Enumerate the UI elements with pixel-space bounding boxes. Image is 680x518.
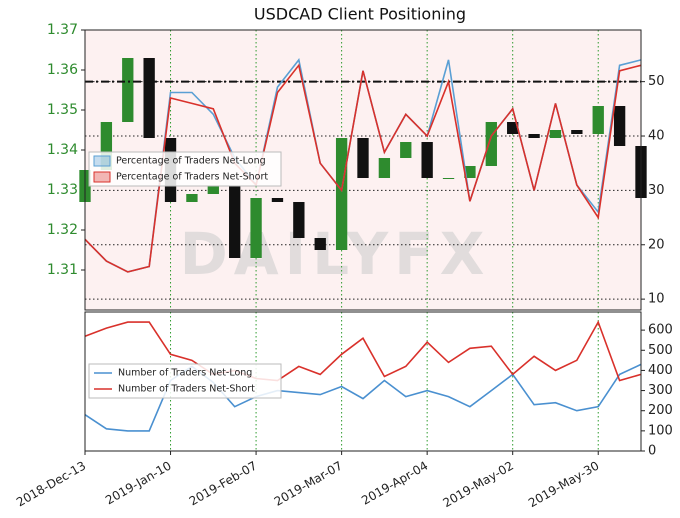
legend-label: Percentage of Traders Net-Long [116,156,266,167]
candle-body [507,122,519,134]
y-tick-label: 1.37 [47,22,78,38]
legend-label: Number of Traders Net-Long [118,368,252,379]
legend: Percentage of Traders Net-Long Percentage… [88,151,282,187]
y2-tick-label: 10 [648,292,665,307]
y2-tick-label: 600 [648,323,673,338]
candle-body [293,202,305,238]
y-tick-label: 1.35 [47,102,78,118]
y2-tick-label: 20 [648,237,665,252]
legend-label: Percentage of Traders Net-Short [116,172,268,183]
candle-body [613,106,626,146]
y-tick-label: 1.33 [47,182,78,198]
y-tick-label: 1.32 [47,222,78,238]
candle-body [122,58,134,122]
y2-tick-label: 500 [648,343,673,358]
x-tick-label: 2019-Apr-04 [359,459,430,508]
legend-box [88,363,282,399]
legend-swatch [93,171,111,183]
candle-body [207,186,219,194]
candle-body [464,166,476,178]
chart-title: USDCAD Client Positioning [254,5,466,24]
candle-body [100,122,113,170]
y2-tick-label: 30 [648,183,665,198]
watermark: DAILYFX [180,220,491,288]
candle-body [143,58,155,138]
candle-body [592,106,604,134]
y2-tick-label: 100 [648,423,673,438]
series-line [84,63,642,273]
candle-body [528,134,540,138]
y2-tick-label: 40 [648,129,665,144]
legend-box [88,151,282,187]
candle-body [271,198,284,202]
y-tick-label: 1.31 [47,262,78,278]
legend-swatch [93,155,111,167]
candle-body [549,130,562,138]
candle-body [335,138,348,250]
candle-body [378,158,391,178]
x-tick-label: 2019-Mar-07 [272,459,345,509]
y2-tick-label: 400 [648,363,673,378]
y2-tick-label: 50 [648,74,665,89]
y2-tick-label: 300 [648,383,673,398]
candle-body [229,186,241,258]
x-tick-label: 2019-May-02 [440,459,515,511]
candle-body [357,138,369,178]
candle-body [571,130,583,134]
plot-frame [84,311,642,452]
series-line [84,320,642,382]
candle-body [485,122,497,166]
candle-body [186,194,198,202]
y-tick-label: 1.36 [47,62,78,78]
y2-tick-label: 0 [648,444,656,459]
x-tick-label: 2019-Jan-10 [103,459,174,508]
candle-body [442,178,455,179]
legend-label: Number of Traders Net-Short [118,384,255,395]
legend: Number of Traders Net-Long Number of Trad… [88,363,282,399]
x-tick-label: 2018-Dec-13 [14,459,88,510]
y2-tick-label: 200 [648,403,673,418]
x-tick-label: 2019-Feb-07 [187,459,260,509]
candle-body [314,238,326,250]
plot-frame [84,29,642,311]
candle-body [250,198,262,258]
x-tick-label: 2019-May-30 [526,459,601,511]
y-tick-label: 1.34 [47,142,78,158]
candle-body [421,142,433,178]
candle-body [400,142,412,158]
